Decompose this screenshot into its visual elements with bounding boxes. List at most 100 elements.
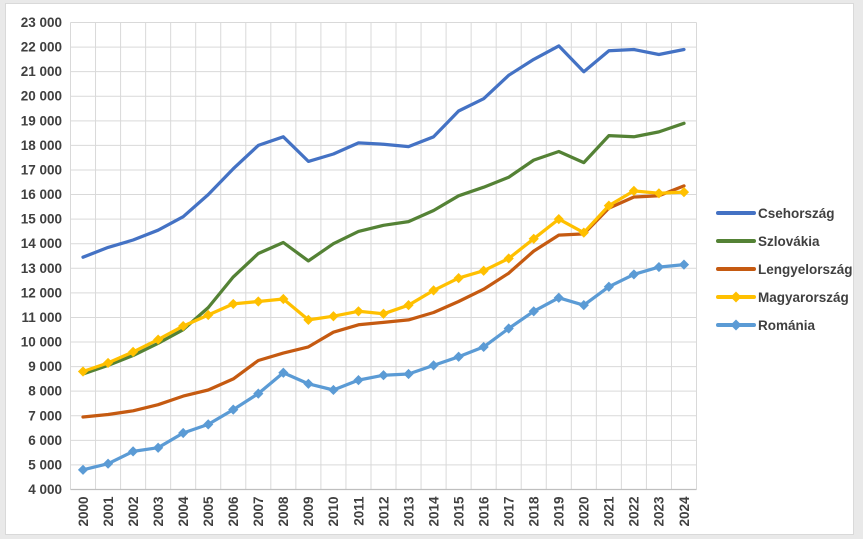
diamond-marker — [503, 253, 514, 264]
diamond-marker — [378, 370, 389, 381]
x-axis-label-2013: 2013 — [401, 496, 416, 527]
x-axis-label-2005: 2005 — [201, 496, 216, 527]
x-axis-label-2018: 2018 — [527, 496, 542, 527]
x-axis-label-2017: 2017 — [502, 497, 517, 527]
legend-item-szlovakia[interactable]: Szlovákia — [716, 234, 820, 249]
diamond-marker — [730, 291, 742, 303]
diamond-marker — [528, 306, 539, 317]
diamond-marker — [102, 357, 114, 369]
legend-item-csehorszag[interactable]: Csehország — [716, 206, 835, 221]
diamond-marker — [203, 419, 214, 430]
diamond-marker — [528, 233, 539, 244]
series-magyarorszag[interactable] — [77, 185, 690, 377]
diamond-marker — [403, 368, 414, 380]
y-axis-label-6000: 6 000 — [28, 433, 62, 448]
diamond-marker — [578, 300, 589, 311]
x-axis-label-2023: 2023 — [652, 496, 667, 527]
diamond-marker — [678, 259, 690, 270]
x-axis-label-2019: 2019 — [552, 497, 567, 527]
diamond-marker — [428, 360, 439, 371]
legend-label-szlovakia: Szlovákia — [758, 234, 820, 249]
y-axis-label-13000: 13 000 — [21, 261, 62, 276]
x-axis-label-2006: 2006 — [226, 496, 241, 527]
y-axis-label-19000: 19 000 — [21, 113, 62, 128]
series-szlovakia[interactable] — [81, 121, 686, 376]
y-axis-labels: 4 000 5 000 6 000 7 000 8 000 9 000 10 000 11 0… — [21, 15, 62, 497]
legend-label-romania: Románia — [758, 318, 816, 333]
diamond-marker — [328, 384, 339, 396]
diamond-marker — [253, 296, 264, 307]
series-romania[interactable] — [77, 259, 690, 475]
diamond-marker — [128, 346, 139, 357]
diamond-marker — [553, 292, 564, 303]
diamond-marker — [428, 285, 439, 296]
y-axis-label-17000: 17 000 — [21, 162, 62, 177]
y-axis-label-16000: 16 000 — [21, 187, 62, 202]
x-axis-label-2011: 2011 — [351, 496, 366, 526]
x-axis-label-2003: 2003 — [151, 496, 166, 527]
diamond-marker — [353, 375, 364, 386]
series-lines — [77, 44, 690, 475]
x-axis-label-2001: 2001 — [101, 496, 116, 527]
legend-label-csehorszag: Csehország — [758, 206, 835, 221]
x-axis-label-2007: 2007 — [251, 497, 266, 527]
diamond-marker — [678, 186, 690, 198]
diamond-marker — [128, 446, 139, 457]
x-axis-label-2016: 2016 — [476, 496, 491, 527]
diamond-marker — [102, 458, 114, 469]
gridlines — [70, 22, 697, 490]
diamond-marker — [553, 214, 564, 225]
diamond-marker — [278, 293, 289, 305]
series-line-csehorszag[interactable] — [81, 44, 686, 259]
legend-item-romania[interactable]: Románia — [716, 318, 816, 333]
y-axis-label-21000: 21 000 — [21, 64, 62, 79]
diamond-marker — [628, 269, 639, 280]
diamond-marker — [178, 320, 189, 332]
diamond-marker — [253, 388, 264, 399]
diamond-marker — [378, 308, 389, 319]
y-axis-label-15000: 15 000 — [21, 212, 62, 227]
diamond-marker — [228, 298, 239, 310]
y-axis-label-23000: 23 000 — [21, 15, 62, 30]
x-axis-label-2021: 2021 — [602, 496, 617, 527]
y-axis-label-10000: 10 000 — [21, 335, 62, 350]
legend: Csehország Szlovákia Lengyelország Magyaror… — [716, 206, 853, 333]
x-axis-label-2002: 2002 — [126, 497, 141, 527]
diamond-marker — [478, 341, 489, 353]
y-axis-label-22000: 22 000 — [21, 40, 62, 55]
diamond-marker — [77, 366, 89, 377]
diamond-marker — [503, 323, 514, 334]
chart-area: 4 000 5 000 6 000 7 000 8 000 9 000 10 000 11 0… — [5, 3, 854, 535]
series-line-romania[interactable] — [81, 262, 686, 472]
diamond-marker — [653, 261, 665, 273]
diamond-marker — [153, 442, 164, 453]
x-axis-label-2012: 2012 — [376, 497, 391, 527]
legend-item-lengyelorszag[interactable]: Lengyelország — [716, 262, 853, 277]
legend-label-magyarorszag: Magyarország — [758, 290, 849, 305]
y-axis-label-14000: 14 000 — [21, 236, 62, 251]
x-axis-label-2020: 2020 — [577, 497, 592, 527]
series-line-magyarorszag[interactable] — [81, 189, 686, 374]
diamond-marker — [453, 273, 464, 284]
x-axis-label-2014: 2014 — [426, 496, 441, 527]
x-axis-label-2008: 2008 — [276, 496, 291, 527]
diamond-marker — [153, 334, 164, 345]
y-axis-label-5000: 5 000 — [28, 457, 62, 472]
y-axis-label-4000: 4 000 — [28, 482, 62, 497]
series-csehorszag[interactable] — [81, 44, 686, 259]
x-axis-label-2024: 2024 — [677, 496, 692, 527]
y-axis-label-20000: 20 000 — [21, 89, 62, 104]
diamond-marker — [303, 314, 314, 326]
diamond-marker — [353, 306, 364, 317]
x-axis-label-2015: 2015 — [451, 496, 466, 527]
y-axis-label-7000: 7 000 — [28, 408, 62, 423]
y-axis-label-8000: 8 000 — [28, 384, 62, 399]
line-chart-svg: 4 000 5 000 6 000 7 000 8 000 9 000 10 000 11 0… — [21, 15, 853, 527]
x-axis-labels: 2000 2001 2002 2003 2004 2005 2006 2007 2008 2009… — [76, 496, 692, 527]
legend-item-magyarorszag[interactable]: Magyarország — [716, 290, 849, 305]
diamond-marker — [603, 281, 614, 292]
diamond-marker — [178, 427, 189, 439]
diamond-marker — [628, 185, 639, 196]
series-line-szlovakia[interactable] — [81, 121, 686, 376]
diamond-marker — [403, 300, 414, 311]
